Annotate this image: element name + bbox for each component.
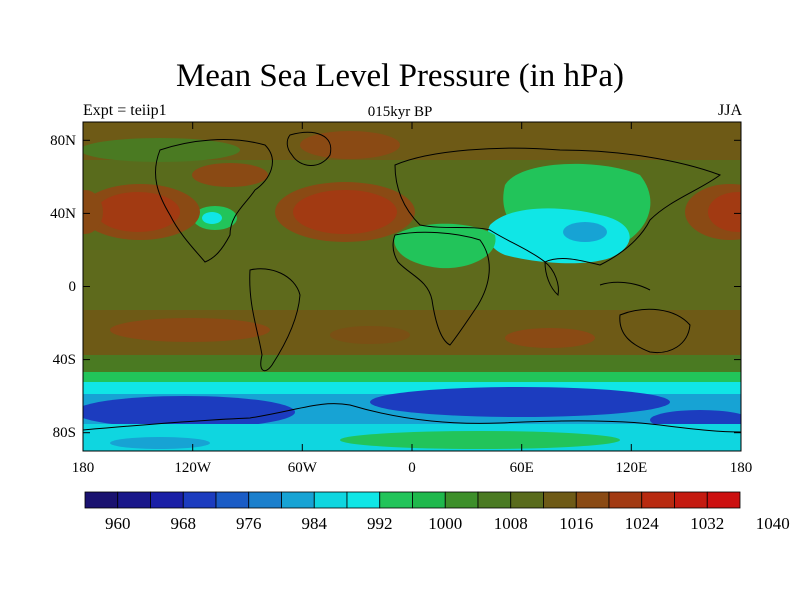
colorbar-label: 976 bbox=[236, 514, 262, 533]
lon-tick-label: 60E bbox=[510, 460, 534, 476]
colorbar-swatch bbox=[84, 491, 119, 509]
colorbar-swatch bbox=[182, 491, 217, 509]
colorbar-swatch bbox=[313, 491, 348, 509]
colorbar-swatch bbox=[641, 491, 675, 509]
lon-tick-label: 180 bbox=[72, 460, 95, 476]
colorbar-swatch bbox=[510, 491, 544, 509]
colorbar-swatch bbox=[215, 491, 250, 509]
colorbar-label: 1024 bbox=[625, 514, 660, 533]
colorbar-swatch bbox=[543, 491, 577, 509]
colorbar-label: 1016 bbox=[559, 514, 593, 533]
lat-tick-label: 80N bbox=[50, 133, 76, 149]
colorbar-swatch bbox=[575, 491, 610, 509]
colorbar-label: 1032 bbox=[690, 514, 724, 533]
lat-tick-marks bbox=[83, 139, 741, 434]
colorbar-label: 1008 bbox=[494, 514, 528, 533]
lon-tick-label: 120E bbox=[615, 460, 647, 476]
lon-tick-label: 120W bbox=[174, 460, 212, 476]
lat-tick-label: 40N bbox=[50, 206, 76, 222]
colorbar-swatch bbox=[477, 491, 512, 509]
colorbar-label: 960 bbox=[105, 514, 131, 533]
colorbar-swatch bbox=[248, 491, 282, 509]
colorbar-label: 1040 bbox=[756, 514, 790, 533]
experiment-label: Expt = teiip1 bbox=[83, 102, 167, 119]
lat-tick-label: 0 bbox=[69, 279, 77, 295]
colorbar-swatch bbox=[608, 491, 643, 509]
colorbar-swatch bbox=[281, 491, 315, 509]
pressure-field bbox=[83, 122, 741, 451]
coastlines bbox=[83, 131, 741, 433]
chart-subtitle: 015kyr BP bbox=[367, 104, 433, 120]
colorbar-swatch bbox=[346, 491, 381, 509]
colorbar-swatch bbox=[674, 491, 708, 509]
colorbar-label: 984 bbox=[302, 514, 328, 533]
colorbar-swatch bbox=[706, 491, 741, 509]
colorbar-swatch bbox=[412, 491, 446, 509]
lon-tick-marks bbox=[82, 122, 742, 451]
lat-tick-label: 40S bbox=[53, 352, 76, 368]
colorbar-swatch bbox=[150, 491, 184, 509]
season-label: JJA bbox=[717, 102, 742, 119]
colorbar-label: 992 bbox=[367, 514, 393, 533]
colorbar-swatch bbox=[444, 491, 479, 509]
colorbar-swatch bbox=[379, 491, 413, 509]
lon-tick-label: 180 bbox=[730, 460, 753, 476]
colorbar: 960 968 976 984 992 1000 1008 1016 1024 1032 1040 bbox=[84, 491, 790, 533]
colorbar-label: 1000 bbox=[428, 514, 462, 533]
lat-tick-label: 80S bbox=[53, 425, 76, 441]
lon-tick-label: 60W bbox=[288, 460, 318, 476]
lon-tick-label: 0 bbox=[408, 460, 416, 476]
colorbar-label: 968 bbox=[171, 514, 197, 533]
colorbar-swatch bbox=[117, 491, 151, 509]
chart-title: Mean Sea Level Pressure (in hPa) bbox=[175, 58, 625, 94]
